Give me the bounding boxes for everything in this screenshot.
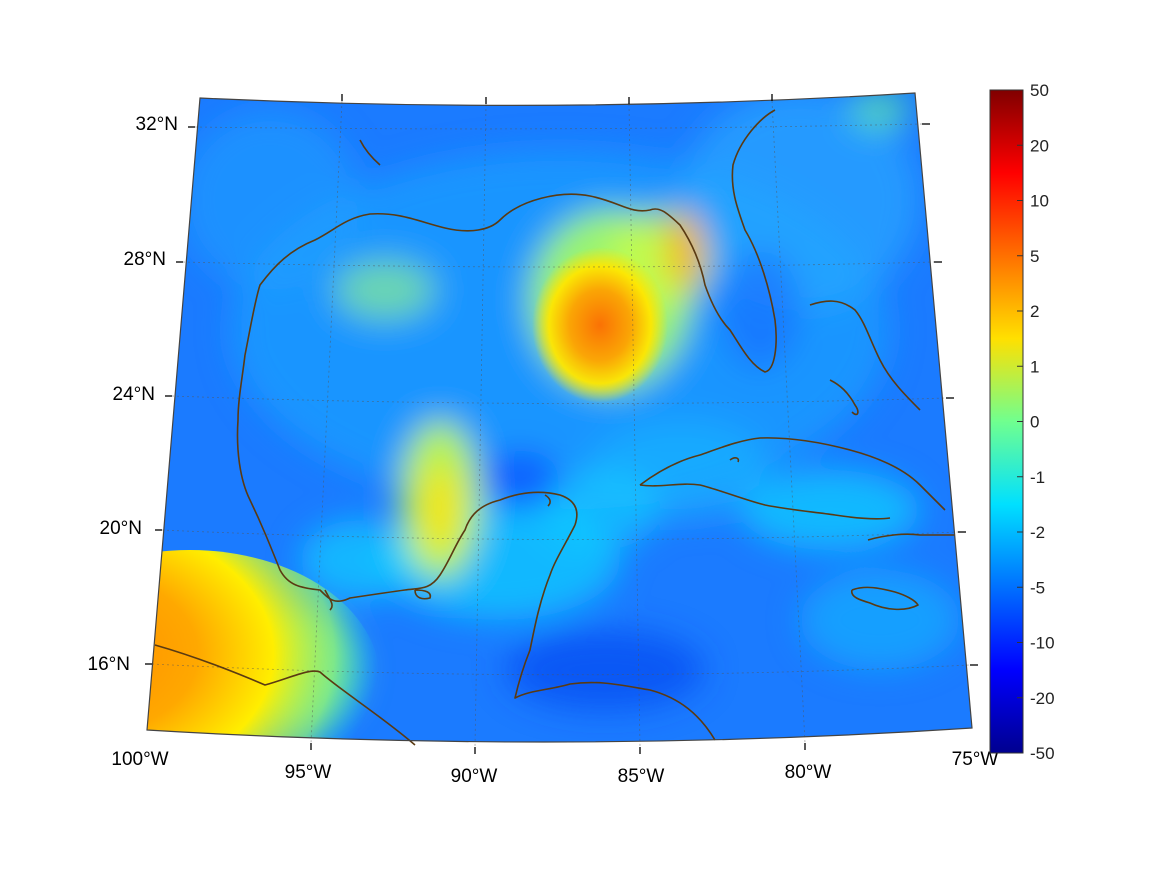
latitude-labels: 32°N 28°N 24°N 20°N 16°N — [88, 114, 178, 675]
frame-ticks — [145, 94, 978, 754]
lon-label: 100°W — [111, 749, 168, 770]
lon-label: 95°W — [285, 762, 332, 783]
colorbar-tick-label: -2 — [1030, 523, 1045, 542]
colorbar-tick-label: -10 — [1030, 634, 1055, 653]
colorbar-tick-label: 2 — [1030, 302, 1039, 321]
graticule — [151, 100, 971, 748]
longitude-labels: 100°W 95°W 90°W 85°W 80°W 75°W — [111, 749, 998, 787]
colorbar-tick-label: 1 — [1030, 357, 1039, 376]
colorbar-tick-label: -1 — [1030, 468, 1045, 487]
map-area[interactable] — [0, 85, 980, 810]
lon-label: 85°W — [618, 766, 665, 787]
colorbar-tick-label: 10 — [1030, 192, 1049, 211]
colorbar-tick-label: 50 — [1030, 81, 1049, 100]
lon-label: 75°W — [952, 749, 999, 770]
lat-label: 28°N — [124, 249, 166, 270]
colorbar-tick-label: 20 — [1030, 136, 1049, 155]
lat-label: 20°N — [100, 518, 142, 539]
map-frame — [146, 92, 973, 743]
coastlines — [154, 109, 955, 746]
lat-label: 16°N — [88, 654, 130, 675]
lat-label: 32°N — [136, 114, 178, 135]
colorbar-tick-label: 0 — [1030, 413, 1039, 432]
lon-label: 80°W — [785, 762, 832, 783]
colorbar-tick-label: -50 — [1030, 744, 1055, 763]
colorbar-tick-label: 5 — [1030, 247, 1039, 266]
colorbar-tick-label: -20 — [1030, 689, 1055, 708]
colorbar-tick-label: -5 — [1030, 578, 1045, 597]
lat-label: 24°N — [113, 384, 155, 405]
lon-label: 90°W — [451, 766, 498, 787]
